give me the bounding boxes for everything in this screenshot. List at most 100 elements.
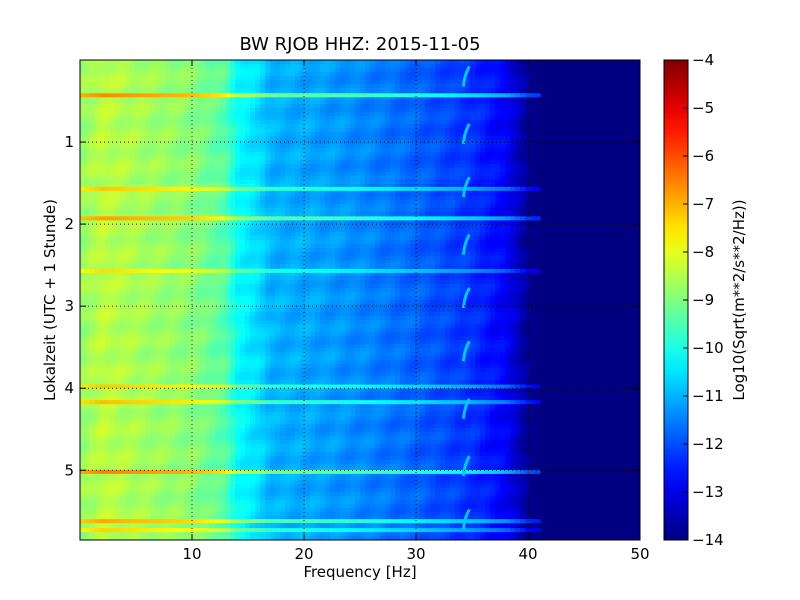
heatmap-cell bbox=[280, 236, 286, 241]
heatmap-cell bbox=[240, 176, 246, 181]
heatmap-cell bbox=[505, 224, 511, 229]
heatmap-cell bbox=[405, 144, 411, 149]
heatmap-cell bbox=[125, 124, 131, 129]
heatmap-cell bbox=[90, 84, 96, 89]
heatmap-cell bbox=[315, 136, 321, 141]
heatmap-cell bbox=[340, 116, 346, 121]
heatmap-cell bbox=[375, 148, 381, 153]
heatmap-cell bbox=[630, 180, 636, 185]
heatmap-cell bbox=[250, 124, 256, 129]
heatmap-cell bbox=[390, 128, 396, 133]
heatmap-cell bbox=[475, 232, 481, 237]
heatmap-cell bbox=[270, 104, 276, 109]
heatmap-cell bbox=[485, 108, 491, 113]
heatmap-cell bbox=[400, 120, 406, 125]
heatmap-cell bbox=[85, 224, 91, 229]
heatmap-cell bbox=[295, 68, 301, 73]
heatmap-cell bbox=[370, 88, 376, 93]
heatmap-cell bbox=[585, 120, 591, 125]
heatmap-cell bbox=[170, 76, 176, 81]
heatmap-cell bbox=[500, 116, 506, 121]
heatmap-cell bbox=[350, 72, 356, 77]
heatmap-cell bbox=[600, 140, 606, 145]
heatmap-cell bbox=[510, 100, 516, 105]
heatmap-cell bbox=[490, 100, 496, 105]
heatmap-cell bbox=[540, 104, 546, 109]
heatmap-cell bbox=[255, 88, 261, 93]
heatmap-cell bbox=[615, 80, 621, 85]
heatmap-cell bbox=[435, 228, 441, 233]
heatmap-cell bbox=[435, 192, 441, 197]
heatmap-cell bbox=[175, 152, 181, 157]
heatmap-cell bbox=[530, 144, 536, 149]
heatmap-cell bbox=[585, 136, 591, 141]
heatmap-cell bbox=[600, 84, 606, 89]
heatmap-cell bbox=[405, 96, 411, 101]
heatmap-cell bbox=[510, 108, 516, 113]
heatmap-cell bbox=[515, 64, 521, 69]
heatmap-cell bbox=[555, 72, 561, 77]
heatmap-cell bbox=[150, 180, 156, 185]
heatmap-cell bbox=[600, 212, 606, 217]
heatmap-cell bbox=[370, 144, 376, 149]
heatmap-cell bbox=[515, 152, 521, 157]
heatmap-cell bbox=[540, 156, 546, 161]
heatmap-cell bbox=[510, 112, 516, 117]
heatmap-cell bbox=[610, 180, 616, 185]
heatmap-cell bbox=[540, 220, 546, 225]
heatmap-cell bbox=[195, 136, 201, 141]
heatmap-cell bbox=[110, 164, 116, 169]
heatmap-cell bbox=[330, 236, 336, 241]
heatmap-cell bbox=[145, 176, 151, 181]
heatmap-cell bbox=[625, 128, 631, 133]
heatmap-cell bbox=[185, 160, 191, 165]
heatmap-cell bbox=[325, 144, 331, 149]
heatmap-cell bbox=[390, 132, 396, 137]
heatmap-cell bbox=[250, 220, 256, 225]
heatmap-cell bbox=[150, 84, 156, 89]
heatmap-cell bbox=[180, 64, 186, 69]
heatmap-cell bbox=[565, 168, 571, 173]
heatmap-cell bbox=[440, 196, 446, 201]
heatmap-cell bbox=[590, 168, 596, 173]
heatmap-cell bbox=[570, 176, 576, 181]
heatmap-cell bbox=[595, 152, 601, 157]
heatmap-cell bbox=[400, 88, 406, 93]
heatmap-cell bbox=[605, 64, 611, 69]
heatmap-cell bbox=[240, 196, 246, 201]
heatmap-cell bbox=[635, 80, 640, 85]
heatmap-cell bbox=[190, 124, 196, 129]
heatmap-cell bbox=[290, 184, 296, 189]
heatmap-cell bbox=[610, 196, 616, 201]
heatmap-cell bbox=[330, 156, 336, 161]
heatmap-cell bbox=[95, 196, 101, 201]
heatmap-cell bbox=[370, 72, 376, 77]
heatmap-cell bbox=[570, 80, 576, 85]
heatmap-cell bbox=[525, 144, 531, 149]
heatmap-cell bbox=[290, 104, 296, 109]
heatmap-cell bbox=[460, 232, 466, 237]
heatmap-cell bbox=[240, 112, 246, 117]
heatmap-cell bbox=[80, 172, 86, 177]
heatmap-cell bbox=[310, 116, 316, 121]
heatmap-cell bbox=[505, 136, 511, 141]
heatmap-cell bbox=[105, 136, 111, 141]
heatmap-cell bbox=[360, 164, 366, 169]
heatmap-cell bbox=[405, 220, 411, 225]
heatmap-cell bbox=[220, 172, 226, 177]
heatmap-cell bbox=[315, 208, 321, 213]
heatmap-cell bbox=[420, 120, 426, 125]
heatmap-cell bbox=[185, 68, 191, 73]
heatmap-cell bbox=[315, 64, 321, 69]
heatmap-cell bbox=[90, 176, 96, 181]
heatmap-cell bbox=[220, 64, 226, 69]
heatmap-cell bbox=[500, 84, 506, 89]
heatmap-cell bbox=[525, 100, 531, 105]
heatmap-cell bbox=[525, 212, 531, 217]
heatmap-cell bbox=[300, 168, 306, 173]
heatmap-cell bbox=[140, 68, 146, 73]
heatmap-cell bbox=[575, 216, 581, 221]
heatmap-cell bbox=[260, 236, 266, 241]
heatmap-cell bbox=[365, 60, 371, 65]
heatmap-cell bbox=[190, 144, 196, 149]
